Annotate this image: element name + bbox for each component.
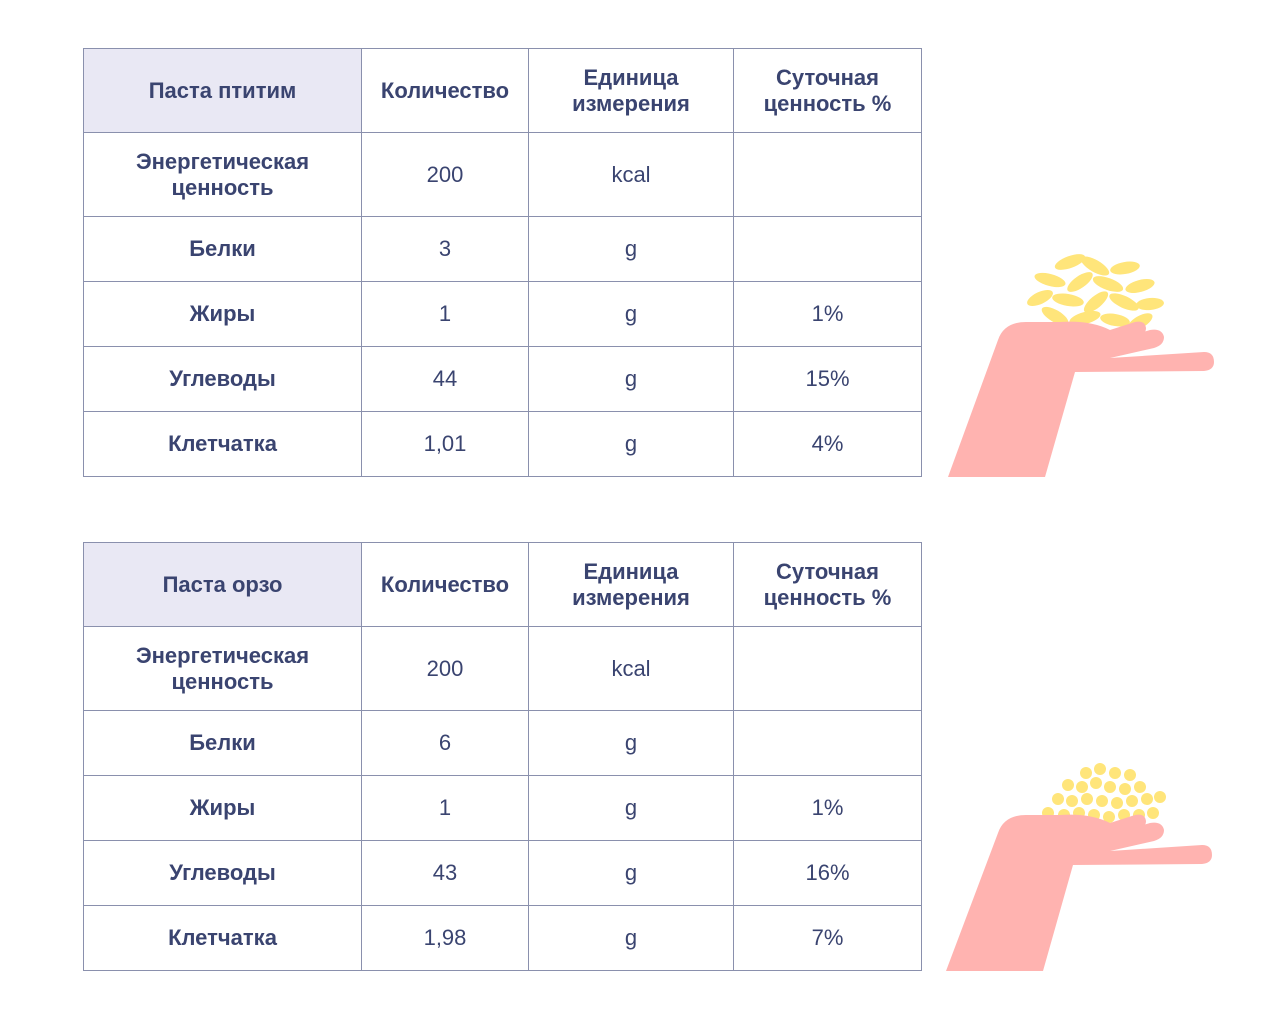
hand-shape	[946, 814, 1212, 971]
nutrient-label: Углеводы	[83, 346, 362, 412]
quantity-value: 1	[361, 775, 529, 841]
hand-with-orzo-pasta-icon	[946, 763, 1212, 971]
unit-value: kcal	[528, 626, 734, 711]
daily-value	[733, 626, 922, 711]
daily-value: 4%	[733, 411, 922, 477]
quantity-value: 43	[361, 840, 529, 906]
daily-value: 15%	[733, 346, 922, 412]
nutrient-label: Белки	[83, 710, 362, 776]
table-row: Энергетическая ценность 200 kcal	[83, 132, 922, 217]
product-name-header: Паста птитим	[83, 48, 362, 133]
unit-header: Единица измерения	[528, 542, 734, 627]
product-name-header: Паста орзо	[83, 542, 362, 627]
unit-value: g	[528, 411, 734, 477]
unit-value: g	[528, 710, 734, 776]
daily-value: 1%	[733, 281, 922, 347]
table-row: Углеводы 43 g 16%	[83, 840, 922, 906]
table-row: Белки 6 g	[83, 710, 922, 776]
table-row: Белки 3 g	[83, 216, 922, 282]
table-row: Клетчатка 1,01 g 4%	[83, 411, 922, 477]
nutrient-label: Жиры	[83, 281, 362, 347]
unit-value: g	[528, 216, 734, 282]
daily-value	[733, 132, 922, 217]
quantity-value: 44	[361, 346, 529, 412]
daily-value	[733, 216, 922, 282]
nutrient-label: Жиры	[83, 775, 362, 841]
nutrient-label: Углеводы	[83, 840, 362, 906]
daily-value-header: Суточная ценность %	[733, 48, 922, 133]
quantity-header: Количество	[361, 542, 529, 627]
table-row: Жиры 1 g 1%	[83, 775, 922, 841]
quantity-value: 6	[361, 710, 529, 776]
quantity-value: 1,01	[361, 411, 529, 477]
daily-value: 7%	[733, 905, 922, 971]
hand-with-ptitim-pasta-icon	[948, 254, 1214, 477]
daily-value: 1%	[733, 775, 922, 841]
nutrient-label: Клетчатка	[83, 411, 362, 477]
daily-value: 16%	[733, 840, 922, 906]
unit-value: g	[528, 905, 734, 971]
table-row: Жиры 1 g 1%	[83, 281, 922, 347]
unit-value: g	[528, 346, 734, 412]
ptitim-nutrition-table: Паста птитим Количество Единица измерени…	[83, 48, 922, 477]
table-header-row: Паста птитим Количество Единица измерени…	[83, 48, 922, 133]
unit-value: g	[528, 840, 734, 906]
nutrient-label: Энергетическая ценность	[83, 132, 362, 217]
unit-value: kcal	[528, 132, 734, 217]
nutrient-label: Энергетическая ценность	[83, 626, 362, 711]
table-row: Углеводы 44 g 15%	[83, 346, 922, 412]
quantity-header: Количество	[361, 48, 529, 133]
quantity-value: 3	[361, 216, 529, 282]
daily-value-header: Суточная ценность %	[733, 542, 922, 627]
nutrient-label: Белки	[83, 216, 362, 282]
quantity-value: 200	[361, 132, 529, 217]
nutrient-label: Клетчатка	[83, 905, 362, 971]
hand-shape	[948, 321, 1214, 477]
orzo-nutrition-table: Паста орзо Количество Единица измерения …	[83, 542, 922, 971]
unit-value: g	[528, 281, 734, 347]
quantity-value: 1	[361, 281, 529, 347]
table-row: Клетчатка 1,98 g 7%	[83, 905, 922, 971]
table-header-row: Паста орзо Количество Единица измерения …	[83, 542, 922, 627]
quantity-value: 200	[361, 626, 529, 711]
daily-value	[733, 710, 922, 776]
quantity-value: 1,98	[361, 905, 529, 971]
table-row: Энергетическая ценность 200 kcal	[83, 626, 922, 711]
unit-header: Единица измерения	[528, 48, 734, 133]
unit-value: g	[528, 775, 734, 841]
